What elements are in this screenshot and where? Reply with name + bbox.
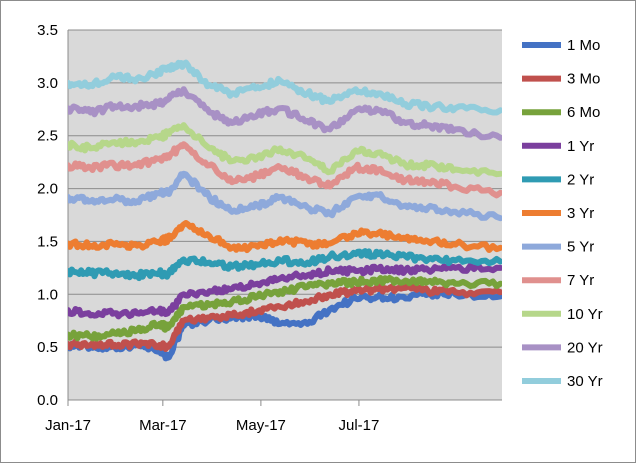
legend-label-7-yr: 7 Yr xyxy=(567,272,594,289)
y-tick-label: 2.5 xyxy=(37,128,58,145)
legend-label-6-mo: 6 Mo xyxy=(567,104,600,121)
series-line-30-yr xyxy=(68,59,502,116)
x-tick-label: Jan-17 xyxy=(45,417,91,434)
legend-label-3-yr: 3 Yr xyxy=(567,205,594,222)
y-tick-label: 1.5 xyxy=(37,233,58,250)
x-tick-label: Jul-17 xyxy=(339,417,380,434)
legend-label-20-yr: 20 Yr xyxy=(567,339,603,356)
legend-label-30-yr: 30 Yr xyxy=(567,373,603,390)
series-line-10-yr xyxy=(68,122,502,178)
y-tick-label: 1.0 xyxy=(37,286,58,303)
legend-label-2-yr: 2 Yr xyxy=(567,171,594,188)
series-line-20-yr xyxy=(68,86,502,141)
y-tick-label: 3.5 xyxy=(37,22,58,39)
series-line-7-yr xyxy=(68,141,502,199)
legend-label-1-yr: 1 Yr xyxy=(567,138,594,155)
x-tick-label: May-17 xyxy=(236,417,286,434)
x-axis-ticks: Jan-17 Mar-17 May-17 Jul-17 xyxy=(45,400,379,434)
plot-area xyxy=(68,30,502,400)
y-tick-label: 0.5 xyxy=(37,339,58,356)
x-tick-label: Mar-17 xyxy=(139,417,187,434)
series-lines xyxy=(68,59,502,362)
y-tick-label: 3.0 xyxy=(37,75,58,92)
legend-label-1-mo: 1 Mo xyxy=(567,37,600,54)
series-line-6-mo xyxy=(68,275,502,342)
series-line-3-yr xyxy=(68,220,502,254)
y-axis-ticks: 0.0 0.5 1.0 1.5 2.0 2.5 3.0 3.5 xyxy=(37,22,58,409)
series-line-1-yr xyxy=(68,262,502,320)
series-line-2-yr xyxy=(68,248,502,282)
series-line-3-mo xyxy=(68,282,502,352)
legend-label-10-yr: 10 Yr xyxy=(567,306,603,323)
legend-label-3-mo: 3 Mo xyxy=(567,71,600,88)
y-tick-label: 2.0 xyxy=(37,181,58,198)
legend-label-5-yr: 5 Yr xyxy=(567,239,594,256)
y-tick-label: 0.0 xyxy=(37,392,58,409)
legend: 1 Mo 3 Mo 6 Mo 1 Yr 2 Yr 3 Yr 5 Yr 7 Yr 10 Yr 20 … xyxy=(522,37,603,390)
series-line-5-yr xyxy=(68,170,502,222)
